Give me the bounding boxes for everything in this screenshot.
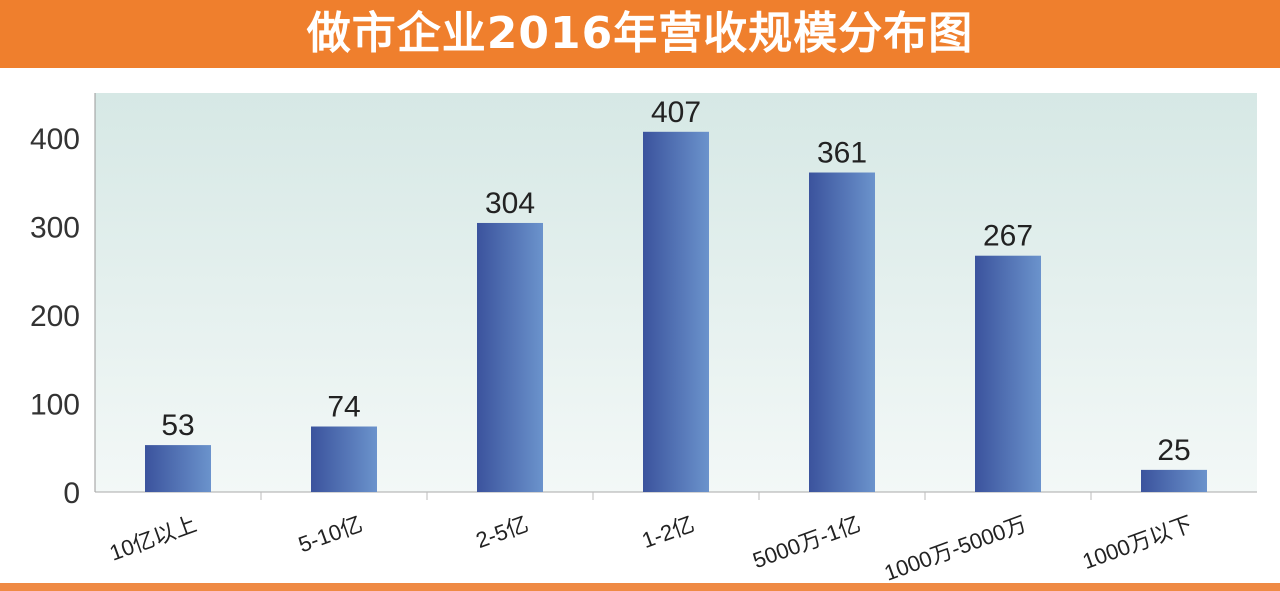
- y-tick-label: 100: [30, 389, 80, 422]
- y-tick-label: 200: [30, 300, 80, 333]
- data-label: 74: [327, 391, 360, 424]
- x-tick-label: 5000万-1亿: [749, 511, 863, 573]
- bar: [311, 426, 377, 492]
- bar: [477, 222, 543, 492]
- bar: [1141, 469, 1207, 492]
- bar: [145, 445, 211, 492]
- data-label: 53: [161, 409, 194, 442]
- data-label: 25: [1157, 434, 1190, 467]
- bar: [809, 172, 875, 492]
- x-tick-label: 2-5亿: [473, 511, 532, 553]
- x-tick-label: 1-2亿: [639, 511, 698, 553]
- data-label: 407: [651, 96, 701, 129]
- y-tick-label: 400: [30, 123, 80, 156]
- data-label: 361: [817, 137, 867, 170]
- y-tick-label: 0: [63, 477, 80, 510]
- chart-title: 做市企业2016年营收规模分布图: [306, 8, 974, 59]
- data-label: 267: [983, 220, 1033, 253]
- title-banner: 做市企业2016年营收规模分布图: [0, 0, 1280, 68]
- bar: [975, 255, 1041, 492]
- data-label: 304: [485, 187, 535, 220]
- x-tick-label: 1000万以下: [1079, 511, 1196, 574]
- bar: [643, 131, 709, 492]
- x-tick-label: 10亿以上: [106, 511, 200, 565]
- x-tick-label: 5-10亿: [295, 511, 366, 557]
- y-tick-label: 300: [30, 212, 80, 245]
- bar-chart: 0 100 200 300 400 53 10亿以上 74 5-10亿 304 2-5亿 407 1-2…: [30, 93, 1257, 583]
- bottom-divider: [0, 583, 1280, 591]
- x-tick-label: 1000万-5000万: [881, 511, 1030, 583]
